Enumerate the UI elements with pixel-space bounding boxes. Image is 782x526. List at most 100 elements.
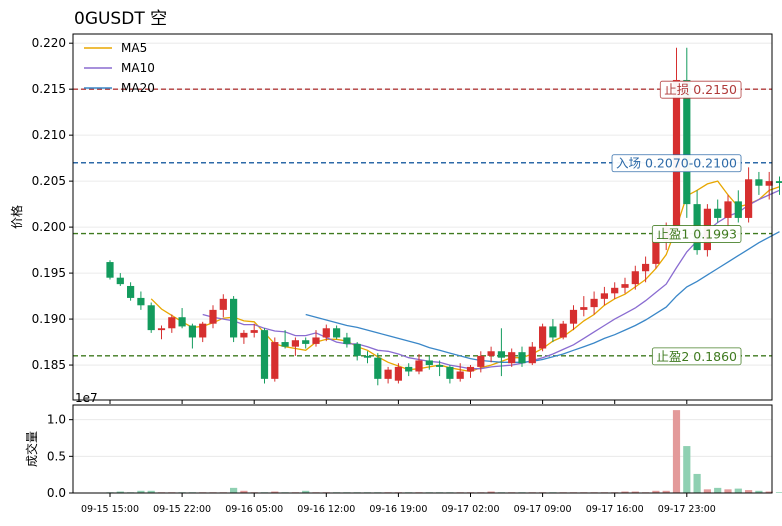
level-label-text: 止盈1 0.1993 xyxy=(656,227,737,242)
candle-body xyxy=(425,360,433,366)
volume-bar xyxy=(147,490,155,493)
chart-title: 0GUSDT 空 xyxy=(74,9,167,29)
candle xyxy=(394,363,402,384)
candle xyxy=(374,353,382,386)
x-axis-ticks: 09-15 15:00 09-15 22:00 09-16 05:00 09-16 1… xyxy=(81,400,716,515)
candle-body xyxy=(188,325,196,338)
candle xyxy=(271,337,279,382)
volume-bar xyxy=(703,489,711,493)
candle-body xyxy=(745,179,753,218)
candle xyxy=(745,167,753,223)
candle xyxy=(405,363,413,377)
x-tick-label: 09-16 19:00 xyxy=(369,504,427,515)
volume-bar xyxy=(672,410,681,493)
volume-bar xyxy=(271,491,279,493)
candle xyxy=(343,332,351,348)
price-panel: 止损 0.2150 入场 0.2070-0.2100 止盈1 0.1993 止盈2 0… xyxy=(9,33,782,401)
candle-body xyxy=(580,307,588,310)
candle xyxy=(291,337,299,356)
candle xyxy=(157,325,166,340)
candle-body xyxy=(291,340,299,347)
candle xyxy=(508,348,516,367)
price-y-axis-label: 价格 xyxy=(9,205,24,229)
candle-body xyxy=(333,328,341,338)
price-tick-label: 0.200 xyxy=(32,220,66,234)
candle-body xyxy=(415,360,423,372)
volume-bar xyxy=(230,487,238,493)
moving-average-lines xyxy=(150,180,780,373)
candle xyxy=(518,346,526,367)
x-tick-label: 09-16 12:00 xyxy=(297,504,355,515)
candle xyxy=(188,323,196,349)
candle-body xyxy=(466,366,475,372)
candle-body xyxy=(559,323,567,338)
candle xyxy=(755,171,763,195)
candle-body xyxy=(260,330,269,379)
candle xyxy=(240,330,248,344)
x-tick-label: 09-15 15:00 xyxy=(81,504,139,515)
candle-body xyxy=(600,293,608,299)
candle-body xyxy=(631,271,639,285)
level-lines xyxy=(73,88,772,357)
volume-bar xyxy=(116,491,124,493)
candle xyxy=(456,363,464,382)
candle xyxy=(600,286,608,306)
ma5-line xyxy=(150,180,780,373)
candle xyxy=(384,366,392,384)
candle xyxy=(734,190,742,223)
level-label-box xyxy=(651,225,742,243)
candle-body xyxy=(230,298,238,338)
candle-body xyxy=(775,181,782,183)
candle-body xyxy=(374,357,382,379)
x-tick-label: 09-17 16:00 xyxy=(586,504,644,515)
candle xyxy=(425,355,433,370)
volume-offset-label: 1e7 xyxy=(75,391,98,405)
candle-body xyxy=(539,326,547,349)
candle-body xyxy=(549,326,557,338)
candle xyxy=(549,319,557,343)
ma10-line xyxy=(202,189,780,370)
volume-panel: 0.0 0.5 1.0 成交量 1e7 xyxy=(24,391,782,500)
volume-panel-frame xyxy=(72,404,773,494)
level-label-box xyxy=(651,347,742,366)
price-tick-label: 0.190 xyxy=(32,312,66,326)
candle xyxy=(199,321,207,343)
level-label: 入场 0.2070-0.2100 xyxy=(611,154,742,173)
x-tick-label: 09-16 05:00 xyxy=(225,504,283,515)
candle xyxy=(621,277,629,294)
candle xyxy=(487,346,495,363)
candle-body xyxy=(137,297,145,306)
candle-body xyxy=(250,330,258,333)
candle-body xyxy=(446,366,454,379)
volume-bar xyxy=(765,491,773,493)
candle xyxy=(178,308,186,329)
candle xyxy=(127,282,135,301)
level-label: 止盈1 0.1993 xyxy=(651,225,742,243)
legend-entry: MA5 xyxy=(121,41,147,55)
ma20-line xyxy=(305,231,780,363)
candle-body xyxy=(302,340,310,344)
volume-bar xyxy=(631,491,639,493)
candle xyxy=(250,323,258,338)
x-tick-label: 09-17 23:00 xyxy=(658,504,716,515)
volume-bar xyxy=(621,491,629,493)
candle xyxy=(724,194,732,228)
level-label-box xyxy=(659,80,742,99)
volume-bar xyxy=(734,488,742,493)
x-tick-label: 09-15 22:00 xyxy=(153,504,211,515)
candle xyxy=(106,260,114,280)
candle-body xyxy=(569,309,578,324)
candle xyxy=(415,354,423,375)
price-panel-frame xyxy=(72,33,773,401)
candle xyxy=(116,273,124,286)
volume-bar xyxy=(302,490,310,493)
candle xyxy=(322,324,330,342)
candle-body xyxy=(157,328,166,331)
candle xyxy=(590,291,598,315)
price-tick-label: 0.205 xyxy=(32,174,66,188)
candle xyxy=(683,47,691,218)
candle xyxy=(569,305,578,331)
volume-bars xyxy=(106,410,782,493)
candle-body xyxy=(765,181,773,186)
candle xyxy=(631,265,639,290)
